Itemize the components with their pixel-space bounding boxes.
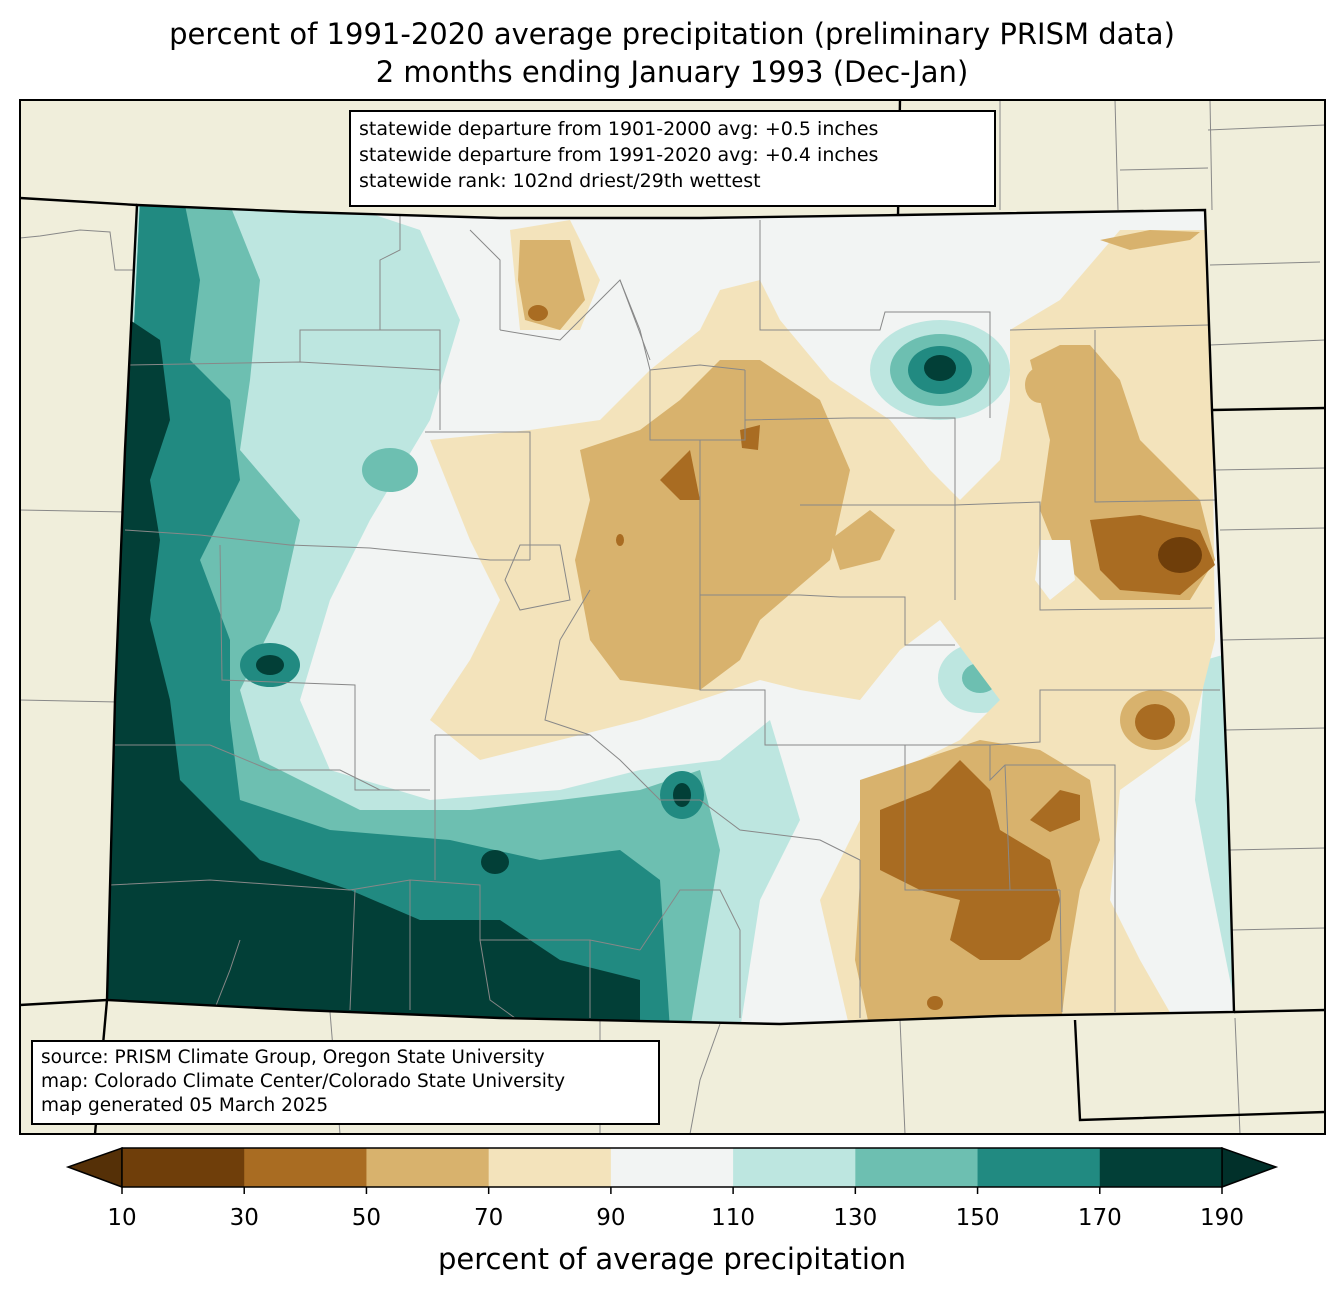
colorbar-tick-label: 170 bbox=[1077, 1205, 1122, 1231]
colorbar-tick-label: 150 bbox=[955, 1205, 1000, 1231]
source-box: source: PRISM Climate Group, Oregon Stat… bbox=[31, 1040, 660, 1125]
colorbar-under-arrow bbox=[65, 1146, 123, 1189]
map-subtitle: 2 months ending January 1993 (Dec-Jan) bbox=[375, 55, 969, 89]
colorbar-tick-label: 130 bbox=[833, 1205, 878, 1231]
colorbar bbox=[65, 1146, 1279, 1194]
colorbar-tick-label: 90 bbox=[596, 1205, 626, 1231]
county-boundaries bbox=[109, 212, 1220, 1019]
stats-rank: statewide rank: 102nd driest/29th wettes… bbox=[359, 170, 761, 192]
colorbar-tick-label: 190 bbox=[1200, 1205, 1244, 1231]
colorbar-segment bbox=[610, 1148, 734, 1187]
colorbar-label: percent of average precipitation bbox=[437, 1242, 907, 1276]
colorbar-segment bbox=[733, 1148, 856, 1187]
colorbar-segment bbox=[855, 1148, 979, 1187]
colorbar-tick-label: 30 bbox=[229, 1205, 259, 1231]
generated-date-line: map generated 05 March 2025 bbox=[41, 1095, 329, 1116]
colorbar-segment bbox=[244, 1148, 367, 1187]
colorbar-tick-label: 50 bbox=[351, 1205, 382, 1231]
precip-field bbox=[107, 205, 1234, 1024]
stats-departure-1901: statewide departure from 1901-2000 avg: … bbox=[359, 118, 879, 140]
colorbar-tick-label: 10 bbox=[107, 1205, 137, 1231]
colorbar-segment bbox=[977, 1148, 1101, 1187]
colorbar-outline bbox=[121, 1147, 1223, 1188]
colorbar-segment bbox=[366, 1148, 490, 1187]
map-title: percent of 1991-2020 average precipitati… bbox=[169, 17, 1175, 51]
stats-departure-1991: statewide departure from 1991-2020 avg: … bbox=[359, 144, 879, 166]
map-frame bbox=[19, 99, 1326, 1135]
colorbar-segment bbox=[1099, 1148, 1223, 1187]
colorbar-over-arrow bbox=[1221, 1146, 1279, 1189]
colorbar-segment bbox=[122, 1148, 245, 1187]
colorbar-segment bbox=[488, 1148, 612, 1187]
colorbar-tick-label: 70 bbox=[474, 1205, 504, 1231]
colorbar-tick-label: 110 bbox=[711, 1205, 756, 1231]
colorado-outline bbox=[105, 203, 1236, 1026]
statewide-stats-box: statewide departure from 1901-2000 avg: … bbox=[349, 110, 996, 207]
source-line: source: PRISM Climate Group, Oregon Stat… bbox=[41, 1047, 545, 1068]
map-credit-line: map: Colorado Climate Center/Colorado St… bbox=[41, 1071, 566, 1092]
